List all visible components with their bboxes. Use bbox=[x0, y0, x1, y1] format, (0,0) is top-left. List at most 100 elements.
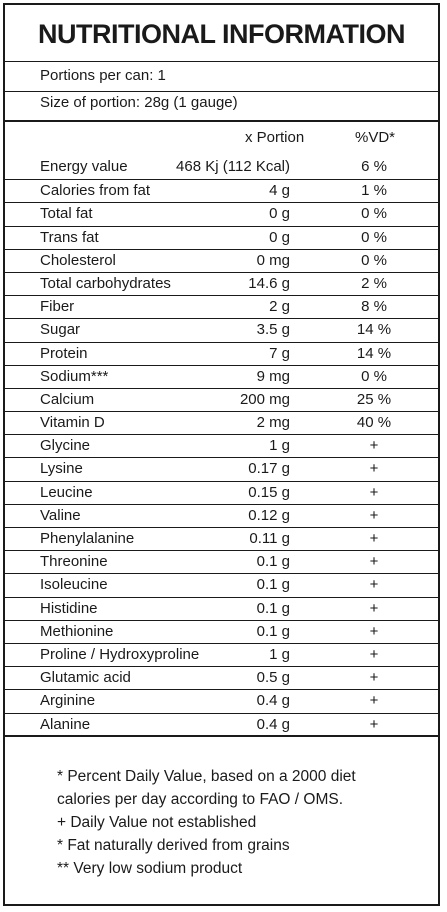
nutrient-daily-value: 1 % bbox=[361, 182, 387, 200]
nutrient-amount: 14.6 g bbox=[248, 274, 290, 292]
nutrition-label: NUTRITIONAL INFORMATION Portions per can… bbox=[3, 3, 440, 906]
nutrient-daily-value: + bbox=[369, 669, 379, 687]
nutrient-amount: 0.1 g bbox=[256, 599, 290, 617]
portions-per-can: Portions per can: 1 bbox=[40, 67, 166, 84]
nutrient-row: Sugar 3.5 g 14 % bbox=[5, 318, 438, 341]
nutrient-name: Total carbohydrates bbox=[40, 274, 171, 292]
nutrient-amount: 0.1 g bbox=[256, 576, 290, 594]
nutrient-row: Histidine 0.1 g + bbox=[5, 596, 438, 620]
nutrient-daily-value: 40 % bbox=[356, 414, 392, 432]
nutrient-amount: 0.1 g bbox=[256, 553, 290, 571]
footnotes: * Percent Daily Value, based on a 2000 d… bbox=[57, 765, 356, 880]
footnote-line: calories per day according to FAO / OMS. bbox=[57, 791, 344, 808]
nutrient-row: Phenylalanine 0.11 g + bbox=[5, 527, 438, 550]
nutrient-daily-value: 14 % bbox=[356, 321, 392, 339]
nutrient-daily-value: + bbox=[369, 645, 379, 663]
nutrient-row: Total carbohydrates 14.6 g 2 % bbox=[5, 271, 438, 295]
nutrient-name: Calcium bbox=[40, 390, 95, 408]
nutrient-daily-value: 14 % bbox=[356, 344, 392, 362]
nutrient-amount: 200 mg bbox=[239, 390, 290, 408]
nutrient-daily-value: 8 % bbox=[361, 298, 387, 316]
nutrient-daily-value: 2 % bbox=[361, 274, 387, 292]
nutrient-amount: 2 g bbox=[269, 298, 290, 316]
nutrient-daily-value: + bbox=[369, 622, 379, 640]
nutrient-name: Total fat bbox=[40, 205, 93, 223]
nutrient-row: Trans fat 0 g 0 % bbox=[5, 225, 438, 249]
nutrient-amount: 0.17 g bbox=[248, 460, 290, 478]
nutrient-row: Protein 7 g 14 % bbox=[5, 341, 438, 365]
nutrient-name: Valine bbox=[40, 506, 81, 524]
nutrient-name: Cholesterol bbox=[40, 251, 116, 269]
nutrient-amount: 0.15 g bbox=[248, 483, 290, 501]
nutrient-row: Total fat 0 g 0 % bbox=[5, 202, 438, 225]
nutrient-daily-value: + bbox=[369, 692, 379, 710]
nutrient-row: Methionine 0.1 g + bbox=[5, 619, 438, 643]
nutrient-name: Sodium*** bbox=[40, 367, 109, 385]
nutrient-row: Lysine 0.17 g + bbox=[5, 457, 438, 480]
nutrient-daily-value: + bbox=[369, 599, 379, 617]
nutrient-row: Alanine 0.4 g + bbox=[5, 712, 438, 736]
nutrient-name: Histidine bbox=[40, 599, 98, 617]
nutrient-amount: 0.4 g bbox=[256, 715, 290, 733]
nutrient-row: Threonine 0.1 g + bbox=[5, 550, 438, 573]
column-header-dv: %VD* bbox=[355, 129, 396, 146]
nutrient-row: Calcium 200 mg 25 % bbox=[5, 387, 438, 411]
nutrient-amount: 0.12 g bbox=[248, 506, 290, 524]
nutrient-amount: 0.5 g bbox=[256, 669, 290, 687]
nutrient-daily-value: + bbox=[369, 530, 379, 547]
nutrient-table: Energy value 468 Kj (112 Kcal) 6 % Calories… bbox=[5, 156, 438, 736]
nutrient-row: Valine 0.12 g + bbox=[5, 503, 438, 527]
nutrient-amount: 3.5 g bbox=[256, 321, 290, 339]
nutrient-name: Fiber bbox=[40, 298, 75, 316]
nutrient-daily-value: + bbox=[369, 437, 379, 455]
nutrient-daily-value: 0 % bbox=[361, 367, 387, 385]
column-header-portion: x Portion bbox=[245, 129, 305, 146]
nutrient-row: Leucine 0.15 g + bbox=[5, 480, 438, 504]
nutrient-daily-value: 0 % bbox=[361, 205, 387, 223]
nutrient-row: Proline / Hydroxyproline 1 g + bbox=[5, 642, 438, 666]
nutrient-name: Glycine bbox=[40, 437, 91, 455]
nutrient-name: Phenylalanine bbox=[40, 530, 135, 547]
footnote-line: + Daily Value not established bbox=[57, 814, 257, 831]
nutrient-row: Sodium*** 9 mg 0 % bbox=[5, 364, 438, 388]
footnote-line: * Percent Daily Value, based on a 2000 d… bbox=[57, 768, 356, 785]
nutrient-name: Arginine bbox=[40, 692, 96, 710]
nutrient-daily-value: + bbox=[369, 576, 379, 594]
nutrient-amount: 0 g bbox=[269, 205, 290, 223]
nutrient-amount: 0 g bbox=[269, 228, 290, 246]
nutrient-amount: 0.1 g bbox=[256, 622, 290, 640]
label-title: NUTRITIONAL INFORMATION bbox=[38, 19, 405, 49]
nutrient-name: Isoleucine bbox=[40, 576, 108, 594]
divider-footer bbox=[5, 735, 438, 737]
nutrient-name: Vitamin D bbox=[40, 414, 105, 432]
nutrient-amount: 9 mg bbox=[256, 367, 290, 385]
nutrient-name: Glutamic acid bbox=[40, 669, 131, 687]
nutrient-amount: 0 mg bbox=[256, 251, 290, 269]
footnote-line: ** Very low sodium product bbox=[57, 860, 243, 877]
nutrient-amount: 1 g bbox=[269, 645, 290, 663]
size-of-portion: Size of portion: 28g (1 gauge) bbox=[40, 94, 238, 111]
nutrient-name: Calories from fat bbox=[40, 182, 151, 200]
nutrient-name: Alanine bbox=[40, 715, 91, 733]
nutrient-daily-value: + bbox=[369, 553, 379, 571]
nutrient-row: Fiber 2 g 8 % bbox=[5, 295, 438, 318]
divider-portions bbox=[5, 91, 438, 92]
divider-header bbox=[5, 120, 438, 122]
footnote-line: * Fat naturally derived from grains bbox=[57, 837, 290, 854]
nutrient-row: Calories from fat 4 g 1 % bbox=[5, 179, 438, 202]
nutrient-daily-value: 0 % bbox=[361, 251, 387, 269]
nutrient-name: Sugar bbox=[40, 321, 81, 339]
nutrient-amount: 4 g bbox=[269, 182, 290, 200]
nutrient-daily-value: 0 % bbox=[361, 228, 387, 246]
nutrient-name: Lysine bbox=[40, 460, 83, 478]
nutrient-name: Leucine bbox=[40, 483, 93, 501]
nutrient-row: Vitamin D 2 mg 40 % bbox=[5, 411, 438, 434]
nutrient-amount: 1 g bbox=[269, 437, 290, 455]
nutrient-amount: 0.4 g bbox=[256, 692, 290, 710]
nutrient-amount: 468 Kj (112 Kcal) bbox=[176, 158, 290, 175]
nutrient-name: Methionine bbox=[40, 622, 114, 640]
nutrient-name: Protein bbox=[40, 344, 88, 362]
nutrient-daily-value: + bbox=[369, 460, 379, 478]
nutrient-name: Proline / Hydroxyproline bbox=[40, 645, 200, 663]
nutrient-row: Cholesterol 0 mg 0 % bbox=[5, 248, 438, 272]
